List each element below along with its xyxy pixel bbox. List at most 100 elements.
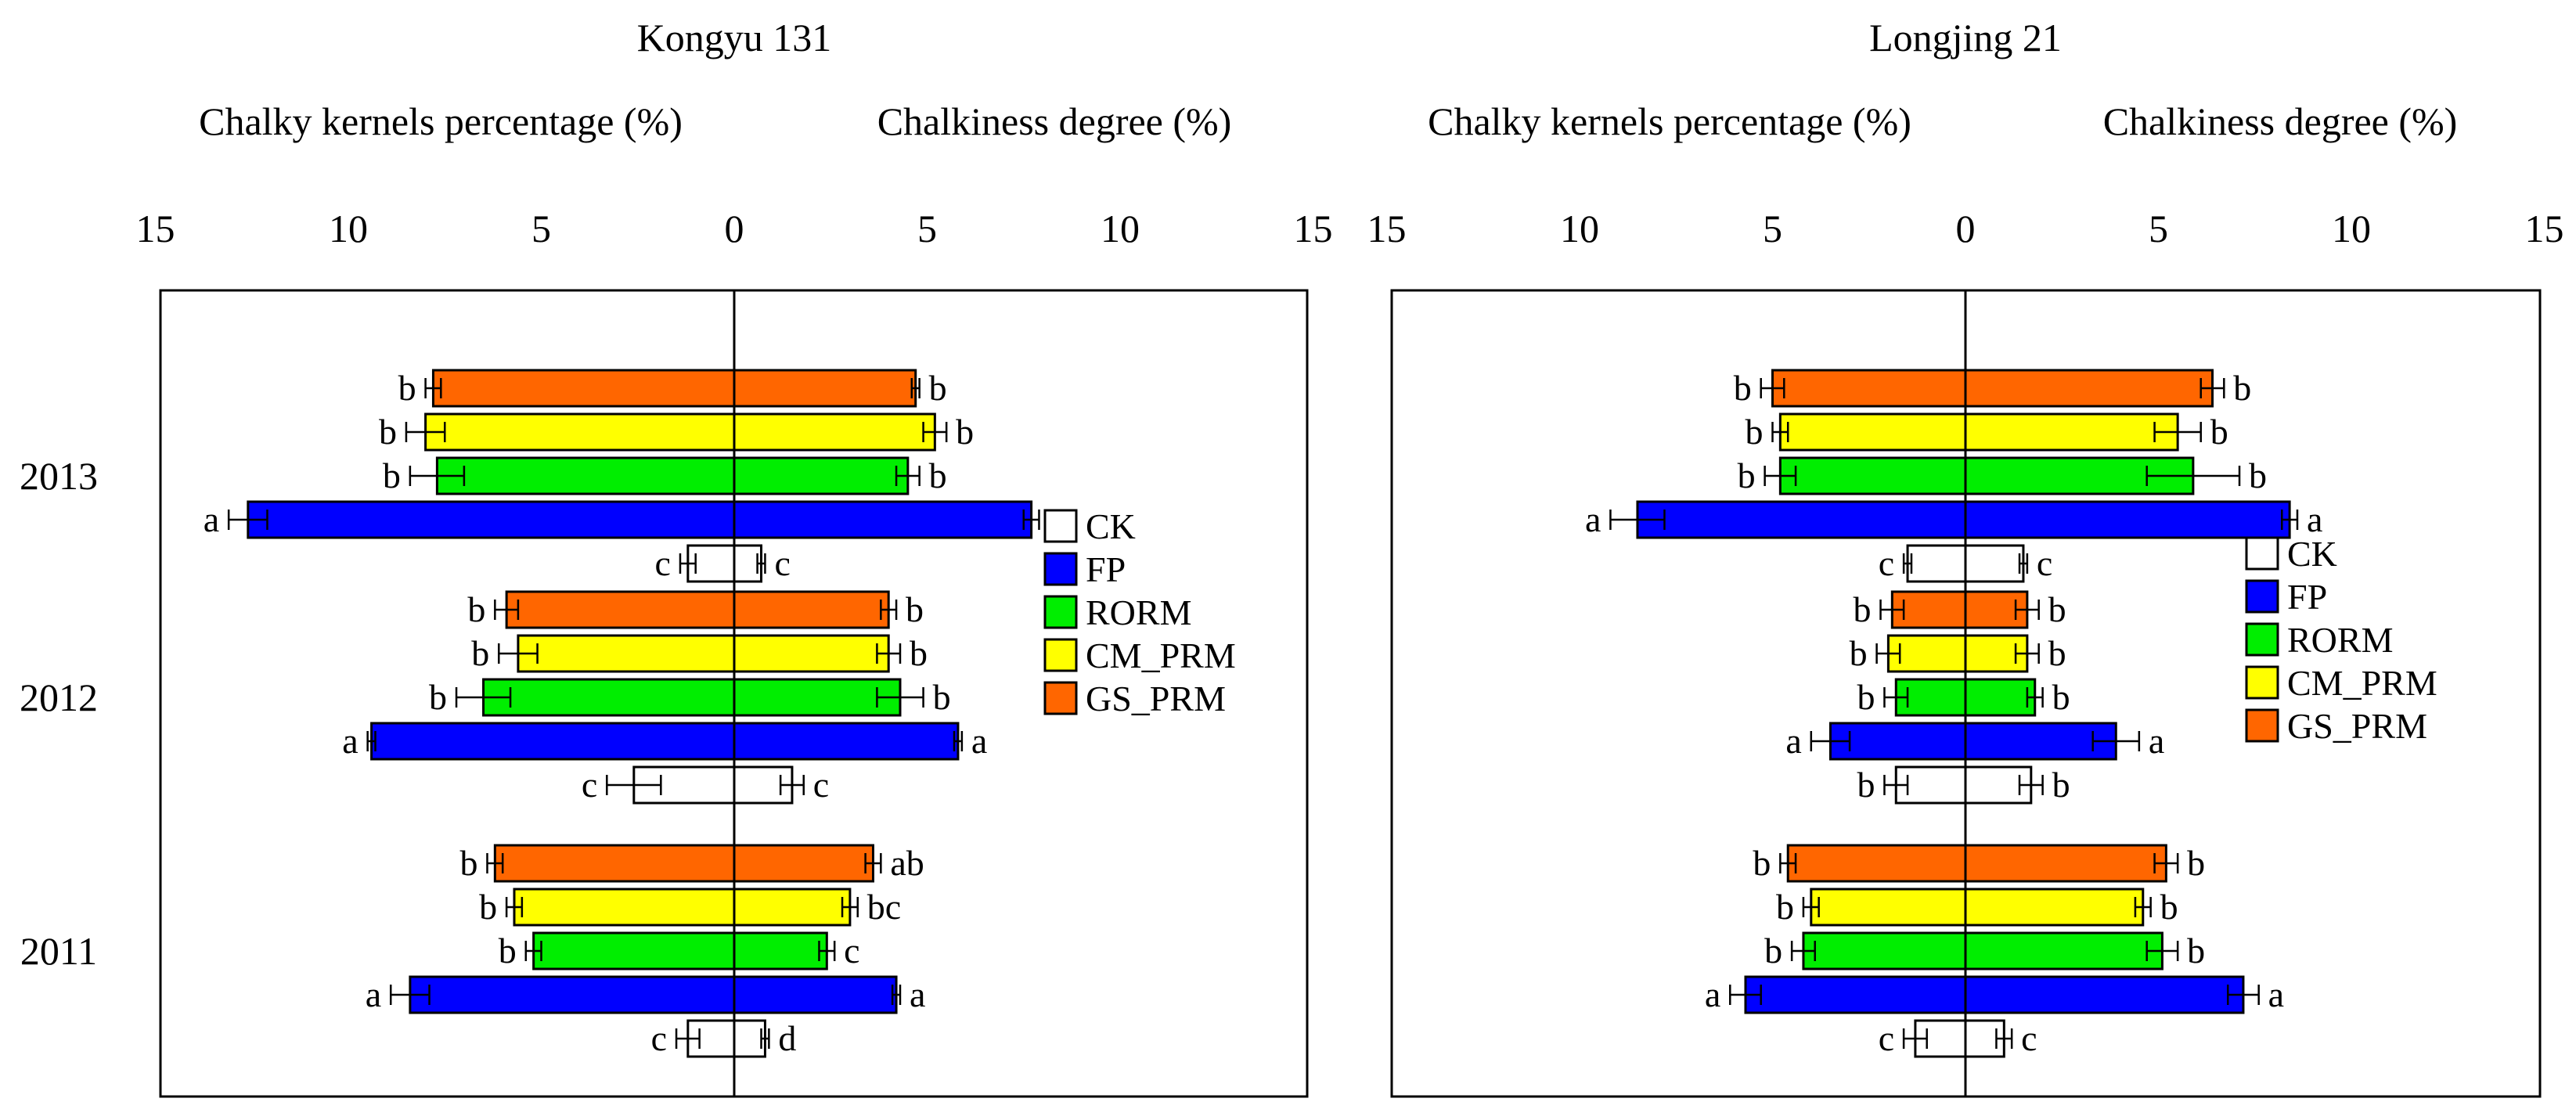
sig-letter-right: b [956,412,974,452]
legend-swatch-FP [1043,552,1078,586]
sig-letter-right: a [2268,974,2284,1014]
bar-left-FP [370,722,736,761]
sig-letter-right: b [2048,589,2066,629]
tick-label: 15 [2525,207,2564,250]
bar-right-FP [733,722,960,761]
sig-letter-left: b [467,589,485,629]
left-axis-label: Chalky kernels percentage (%) [199,99,683,143]
sig-letter-left: b [398,368,416,408]
legend-label-GS_PRM: GS_PRM [2287,706,2427,746]
sig-letter-right: b [2233,368,2251,408]
bar-left-CK [1906,544,1967,583]
sig-letter-right: b [2048,633,2066,673]
legend-swatch-CK [2245,536,2279,571]
bar-right-GS_PRM [1964,369,2214,408]
sig-letter-right: b [910,633,928,673]
bar-right-CM_PRM [733,888,852,927]
bar-left-FP [1636,500,1967,539]
sig-letter-left: a [1705,974,1720,1014]
legend-swatch-CM_PRM [2245,665,2279,700]
legend-label-FP: FP [2287,577,2327,617]
legend-swatch-GS_PRM [1043,681,1078,715]
legend-label-CM_PRM: CM_PRM [1086,636,1236,675]
bar-left-CM_PRM [513,888,736,927]
sig-letter-left: c [1879,543,1894,583]
sig-letter-left: a [1785,721,1801,761]
tick-label: 15 [1294,207,1333,250]
sig-letter-right: b [929,368,947,408]
sig-letter-left: c [655,543,671,583]
legend-label-RORM: RORM [2287,620,2393,660]
bar-left-GS_PRM [431,369,736,408]
tick-label: 15 [136,207,175,250]
sig-letter-right: bc [867,887,901,927]
sig-letter-left: b [1850,633,1868,673]
bar-right-CK [733,1019,766,1058]
tick-label: 0 [725,207,744,250]
sig-letter-left: b [1776,887,1794,927]
bar-right-RORM [733,456,910,495]
sig-letter-right: c [2037,543,2052,583]
legend-label-CM_PRM: CM_PRM [2287,663,2437,703]
legend-swatch-FP [2245,579,2279,614]
legend-swatch-RORM [1043,595,1078,629]
sig-letter-left: a [366,974,381,1014]
bar-right-GS_PRM [733,844,874,883]
legend-label-GS_PRM: GS_PRM [1086,679,1226,718]
legend-swatch-CM_PRM [1043,638,1078,672]
chart-title: Kongyu 131 [637,16,832,59]
bar-right-CM_PRM [733,634,890,673]
bar-left-CM_PRM [1778,412,1967,452]
sig-letter-left: b [1764,931,1782,971]
year-label: 2012 [20,675,98,719]
tick-label: 5 [531,207,551,250]
year-label: 2011 [20,929,97,973]
sig-letter-left: b [479,887,497,927]
sig-letter-left: b [383,456,401,495]
year-label: 2013 [20,454,98,498]
sig-letter-right: b [2052,765,2070,805]
tick-label: 5 [1763,207,1782,250]
sig-letter-left: a [204,499,219,539]
bar-left-GS_PRM [493,844,736,883]
bar-left-FP [409,975,736,1014]
legend-label-CK: CK [1086,506,1136,546]
sig-letter-left: b [1753,843,1771,883]
bar-left-RORM [435,456,736,495]
bar-right-RORM [733,678,902,717]
sig-letter-left: c [1879,1018,1894,1058]
sig-letter-right: b [933,677,951,717]
chart-panel-1: Kongyu 131 Chalky kernels percentage (%) C… [20,16,1333,1098]
sig-letter-right: a [2149,721,2164,761]
sig-letter-left: b [1746,412,1764,452]
chart-panel-2: Longjing 21 Chalky kernels percentage (%)… [1367,16,2564,1098]
bar-left-CM_PRM [424,412,736,452]
sig-letter-left: b [1738,456,1756,495]
bar-right-FP [733,500,1033,539]
sig-letter-left: b [379,412,397,452]
legend-swatch-GS_PRM [2245,708,2279,743]
sig-letter-right: b [2160,887,2178,927]
sig-letter-right: a [2307,499,2322,539]
sig-letter-left: b [471,633,489,673]
tick-label: 5 [2149,207,2168,250]
tick-label: 10 [2332,207,2371,250]
legend-label-CK: CK [2287,534,2337,574]
bar-right-GS_PRM [1964,844,2167,883]
bar-left-RORM [1778,456,1967,495]
bar-left-GS_PRM [1771,369,1967,408]
sig-letter-right: a [910,974,925,1014]
sig-letter-right: b [2187,931,2205,971]
sig-letter-left: a [342,721,358,761]
bar-left-GS_PRM [505,590,736,629]
sig-letter-right: c [844,931,859,971]
sig-letter-left: c [651,1018,667,1058]
tick-label: 10 [329,207,368,250]
bar-right-RORM [1964,678,2037,717]
bar-right-RORM [733,931,828,971]
bar-left-CM_PRM [1810,888,1967,927]
chart-title: Longjing 21 [1869,16,2062,59]
